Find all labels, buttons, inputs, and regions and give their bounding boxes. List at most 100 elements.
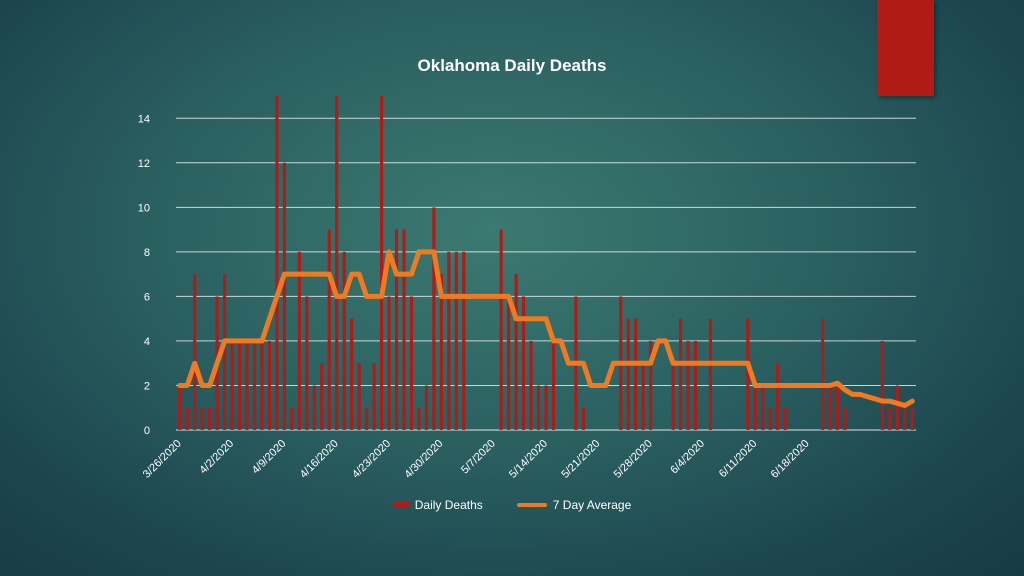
x-tick-label: 6/11/2020 (717, 438, 760, 481)
bar (185, 407, 189, 430)
bar (693, 340, 698, 430)
bar (828, 385, 832, 430)
bar (529, 340, 533, 430)
x-tick-label: 5/21/2020 (559, 438, 602, 481)
legend-swatch-7-day-average (516, 503, 547, 507)
bar (290, 407, 294, 430)
bar (880, 340, 884, 430)
x-tick-label: 5/14/2020 (507, 438, 550, 481)
bar (372, 363, 376, 430)
bar (365, 407, 369, 430)
bar (447, 251, 451, 430)
bar (409, 296, 414, 430)
x-tick-label: 4/9/2020 (250, 438, 289, 477)
bar (753, 385, 757, 430)
bar (335, 96, 339, 430)
y-tick-label: 6 (144, 291, 150, 303)
bar (432, 207, 436, 430)
bar (462, 251, 466, 430)
bar (820, 318, 825, 430)
bar (634, 318, 638, 430)
bar (768, 407, 772, 430)
bar (454, 251, 458, 430)
bar (357, 363, 361, 430)
bar (394, 229, 399, 430)
bar (708, 318, 713, 430)
y-tick-label: 4 (144, 336, 150, 348)
bar (320, 363, 324, 430)
bar (678, 318, 683, 430)
x-axis-ticks: 3/26/2020 4/2/2020 4/9/2020 4/16/2020 4/23/2… (141, 438, 812, 481)
line-7-day-average (177, 249, 915, 408)
x-tick-label: 5/7/2020 (459, 438, 498, 477)
bar (903, 407, 907, 430)
bar (783, 407, 787, 430)
bar (507, 296, 511, 430)
bar (888, 407, 892, 430)
bar (551, 340, 556, 430)
bar (350, 318, 354, 430)
bar (267, 340, 272, 430)
bar (252, 340, 257, 430)
bar (536, 385, 541, 430)
bar (514, 274, 518, 430)
bar (193, 274, 197, 430)
bar (424, 385, 428, 430)
y-tick-label: 0 (144, 425, 150, 437)
legend-label-daily-deaths: Daily Deaths (414, 498, 483, 512)
bar (312, 385, 316, 430)
y-tick-label: 14 (138, 113, 150, 125)
bar (910, 407, 914, 430)
bar (387, 296, 391, 430)
bar (417, 407, 421, 430)
y-tick-label: 12 (138, 158, 150, 170)
bar (499, 229, 503, 430)
bar (297, 251, 301, 430)
bar (282, 162, 286, 431)
x-tick-label: 6/4/2020 (668, 438, 707, 477)
bar (223, 274, 227, 430)
line-series-7-day-average (177, 249, 915, 408)
bar (230, 340, 234, 430)
bar (626, 318, 630, 430)
legend-item-daily-deaths: Daily Deaths (392, 498, 483, 512)
bar (746, 318, 750, 430)
legend-label-7-day-average: 7 Day Average (552, 498, 632, 512)
bar (275, 96, 279, 430)
y-tick-label: 8 (144, 247, 150, 259)
bar (761, 385, 765, 430)
bar (686, 340, 690, 430)
bar (439, 274, 443, 430)
y-axis-ticks: 0 2 4 6 8 10 12 14 (138, 113, 150, 437)
chart-title: Oklahoma Daily Deaths (417, 56, 607, 75)
bar (200, 407, 204, 430)
x-tick-label: 5/28/2020 (612, 438, 655, 481)
bar (544, 385, 548, 430)
bar (342, 251, 346, 430)
bar (776, 363, 780, 430)
bar (835, 385, 840, 430)
bar (649, 340, 653, 430)
bar (895, 385, 899, 430)
legend: Daily Deaths 7 Day Average (0, 498, 1024, 512)
bar (245, 340, 249, 430)
bar (379, 96, 384, 430)
bar (843, 407, 847, 430)
x-tick-label: 4/23/2020 (350, 438, 393, 481)
bar (522, 296, 526, 430)
bar (208, 407, 212, 430)
y-tick-label: 2 (144, 380, 150, 392)
bar (671, 363, 675, 430)
red-accent-tab (877, 0, 934, 96)
bar (327, 229, 331, 430)
bar-series-daily-deaths (178, 96, 914, 431)
x-tick-label: 4/16/2020 (298, 438, 341, 481)
x-tick-label: 4/2/2020 (197, 438, 236, 477)
bar (305, 296, 309, 430)
y-tick-label: 10 (138, 202, 150, 214)
bar (581, 407, 585, 430)
x-tick-label: 6/18/2020 (769, 438, 812, 481)
x-tick-label: 3/26/2020 (141, 438, 184, 481)
